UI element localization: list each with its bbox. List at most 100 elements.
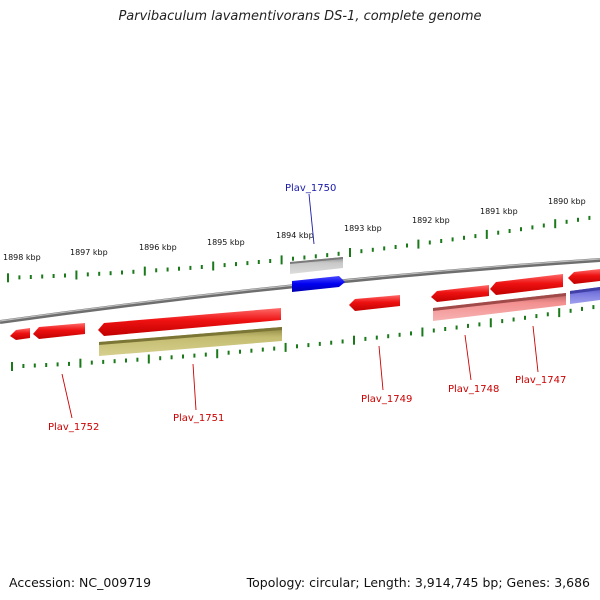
major-tick — [212, 261, 215, 271]
minor-tick — [337, 251, 340, 256]
minor-tick — [360, 249, 363, 254]
kbp-label: 1896 kbp — [139, 243, 177, 252]
minor-tick — [296, 344, 298, 349]
minor-tick — [132, 269, 135, 274]
minor-tick — [387, 334, 390, 339]
kbp-label: 1893 kbp — [344, 224, 382, 233]
minor-tick — [497, 230, 500, 235]
gene-label-plav-1750: Plav_1750 — [285, 183, 336, 194]
gene-red-1751-strand[interactable] — [98, 308, 281, 336]
minor-tick — [41, 274, 44, 279]
major-tick — [489, 318, 492, 328]
gene-red-right-edge[interactable] — [568, 269, 600, 284]
minor-tick — [136, 357, 139, 362]
minor-tick — [125, 358, 127, 363]
minor-tick — [29, 275, 32, 279]
minor-tick — [440, 239, 443, 243]
kbp-label: 1890 kbp — [548, 197, 586, 206]
gene-label-plav-1752: Plav_1752 — [48, 422, 99, 433]
minor-tick — [588, 215, 591, 220]
minor-tick — [455, 325, 458, 330]
minor-tick — [102, 359, 105, 364]
minor-tick — [542, 223, 545, 228]
minor-tick — [398, 332, 401, 337]
major-tick — [11, 362, 13, 371]
label-leader-lines — [61, 193, 539, 419]
gene-label-plav-1748: Plav_1748 — [448, 384, 499, 395]
minor-tick — [56, 362, 59, 367]
kbp-label: 1897 kbp — [70, 248, 108, 257]
minor-tick — [33, 363, 36, 368]
minor-tick — [501, 319, 504, 324]
minor-tick — [520, 227, 522, 232]
minor-tick — [314, 254, 317, 259]
minor-tick — [18, 275, 21, 280]
major-tick — [143, 266, 146, 276]
minor-tick — [170, 355, 173, 360]
minor-tick — [223, 263, 226, 268]
minor-tick — [189, 265, 192, 270]
gene-plav-1751[interactable] — [99, 327, 282, 356]
minor-tick — [109, 271, 112, 276]
minor-tick — [68, 361, 70, 366]
minor-tick — [326, 253, 329, 258]
kbp-label: 1891 kbp — [480, 207, 518, 216]
top-tick-track — [7, 215, 591, 283]
bottom-tick-track — [11, 305, 595, 371]
major-tick — [280, 255, 283, 265]
gene-plav-1748-strand[interactable] — [431, 285, 489, 302]
minor-tick — [22, 364, 25, 368]
minor-tick — [239, 349, 241, 354]
minor-tick — [406, 243, 408, 248]
major-tick — [7, 273, 9, 283]
gene-plav-1750[interactable] — [292, 276, 345, 292]
major-tick — [558, 308, 561, 318]
kbp-label: 1898 kbp — [3, 253, 41, 262]
minor-tick — [204, 352, 207, 357]
minor-tick — [86, 272, 89, 277]
minor-tick — [577, 217, 579, 222]
minor-tick — [383, 246, 386, 251]
minor-tick — [182, 354, 184, 359]
gene-plav-1750-homolog[interactable] — [290, 257, 343, 274]
major-tick — [349, 248, 351, 257]
minor-tick — [45, 363, 48, 367]
gene-label-plav-1751: Plav_1751 — [173, 413, 224, 424]
major-tick — [75, 270, 78, 280]
gene-plav-1748[interactable] — [433, 293, 566, 321]
minor-tick — [318, 341, 321, 346]
minor-tick — [200, 265, 203, 269]
minor-tick — [565, 219, 568, 224]
minor-tick — [371, 247, 374, 252]
minor-tick — [512, 317, 515, 322]
minor-tick — [478, 322, 481, 327]
major-tick — [485, 229, 488, 239]
major-tick — [216, 349, 219, 359]
minor-tick — [364, 336, 367, 341]
major-tick — [554, 219, 557, 229]
minor-tick — [410, 331, 412, 336]
minor-tick — [193, 353, 196, 358]
gene-purple-right-edge[interactable] — [570, 287, 600, 304]
minor-tick — [159, 356, 162, 361]
minor-tick — [90, 360, 93, 365]
minor-tick — [121, 270, 123, 275]
minor-tick — [64, 273, 66, 278]
minor-tick — [261, 347, 264, 352]
minor-tick — [246, 261, 249, 266]
minor-tick — [467, 323, 469, 328]
major-tick — [353, 335, 355, 345]
gene-label-plav-1747: Plav_1747 — [515, 375, 566, 386]
gene-plav-1749[interactable] — [349, 295, 400, 311]
gene-plav-1747-strand[interactable] — [490, 274, 563, 295]
minor-tick — [394, 245, 397, 249]
minor-tick — [292, 256, 294, 261]
major-tick — [284, 342, 287, 352]
gene-red-left[interactable] — [33, 323, 85, 339]
minor-tick — [235, 262, 237, 267]
minor-tick — [52, 274, 55, 278]
major-tick — [147, 354, 150, 364]
major-tick — [421, 327, 424, 337]
gene-red-left-small[interactable] — [10, 328, 30, 340]
